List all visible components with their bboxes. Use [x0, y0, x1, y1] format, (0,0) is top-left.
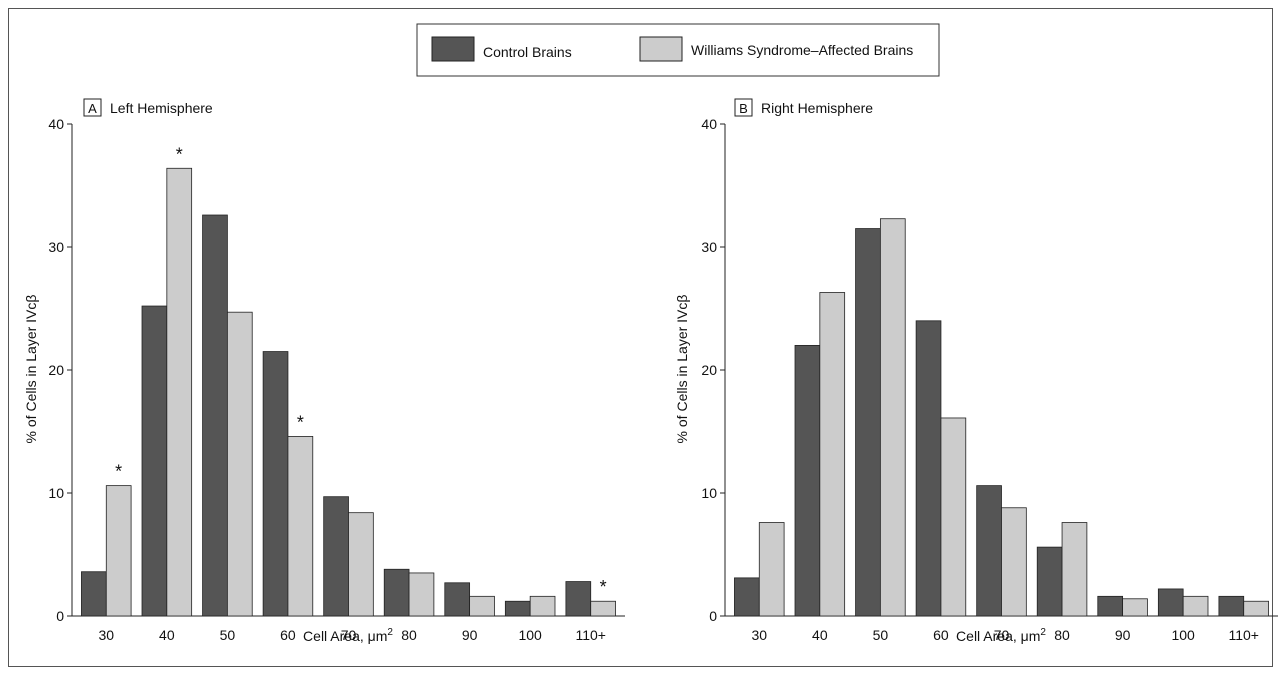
bar-williams-110+ [1243, 600, 1269, 617]
y-tick-label: 30 [48, 239, 64, 255]
x-tick-label: 30 [98, 627, 114, 643]
bar-control-100 [504, 600, 531, 617]
bar-williams-70 [348, 512, 374, 617]
significance-asterisk: * [297, 412, 304, 432]
bar-control-110+ [1218, 595, 1245, 617]
x-tick-label: 80 [401, 627, 417, 643]
significance-asterisk: * [600, 577, 607, 597]
bar-control-60 [262, 351, 289, 617]
panel-b-letter-box [734, 98, 753, 117]
y-tick-label: 10 [701, 485, 717, 501]
x-tick-label: 110+ [575, 627, 606, 643]
y-tick-label: 0 [709, 608, 717, 624]
panel-b-xlabel: Cell Area, μm2 [956, 627, 1046, 644]
panel-a-xlabel: Cell Area, μm2 [303, 627, 393, 644]
y-tick-label: 20 [701, 362, 717, 378]
bar-control-40 [141, 305, 168, 617]
bar-williams-50 [226, 311, 253, 617]
legend-label-williams: Williams Syndrome–Affected Brains [691, 42, 913, 58]
bar-control-30 [81, 571, 107, 617]
bar-control-70 [323, 496, 349, 617]
bar-control-110+ [565, 581, 592, 617]
significance-asterisk: * [176, 144, 183, 164]
panel-b-letter: B [739, 101, 748, 116]
panel-a-plot-area: 0 10 20 30 40 30 40 50 60 70 80 90 100 110+ * * * * [48, 116, 625, 643]
y-tick-label: 0 [56, 608, 64, 624]
bar-williams-60 [287, 436, 314, 617]
x-tick-label: 70 [341, 627, 357, 643]
bar-williams-60 [940, 417, 967, 617]
bar-control-60 [915, 320, 942, 617]
bar-control-80 [1036, 546, 1063, 617]
bar-control-90 [1097, 595, 1124, 617]
panel-b-title: Right Hemisphere [761, 100, 873, 116]
panel-b-plot-area: 0 10 20 30 40 30 40 50 60 70 80 90 100 110+ [701, 116, 1278, 643]
y-tick-label: 40 [48, 116, 64, 132]
x-tick-label: 40 [812, 627, 828, 643]
x-tick-label: 100 [518, 627, 542, 643]
panel-b-ylabel: % of Cells in Layer IVcβ [674, 295, 690, 444]
y-tick-label: 20 [48, 362, 64, 378]
bar-williams-90 [469, 595, 495, 617]
bar-williams-100 [529, 595, 556, 617]
bar-control-80 [383, 568, 410, 617]
x-tick-label: 50 [220, 627, 236, 643]
bar-control-50 [202, 214, 228, 617]
bar-williams-80 [408, 572, 435, 617]
bar-williams-40 [166, 167, 193, 617]
x-tick-label: 60 [280, 627, 296, 643]
bar-control-70 [976, 485, 1002, 617]
significance-asterisk: * [115, 462, 122, 482]
bar-control-30 [734, 577, 760, 617]
panel-a-letter-box [83, 98, 102, 117]
panel-a-ylabel: % of Cells in Layer IVcβ [23, 295, 39, 444]
bar-control-100 [1157, 588, 1184, 617]
y-tick-label: 10 [48, 485, 64, 501]
legend-label-control: Control Brains [483, 44, 572, 60]
x-tick-label: 100 [1171, 627, 1195, 643]
panel-a-letter: A [88, 101, 97, 116]
bar-williams-90 [1122, 598, 1148, 617]
panel-left-hemisphere: A Left Hemisphere % of Cells in Layer IV… [23, 98, 625, 644]
bar-williams-30 [105, 485, 132, 617]
bar-control-50 [855, 228, 881, 617]
bar-williams-30 [758, 522, 785, 617]
bar-williams-100 [1182, 595, 1209, 617]
x-tick-label: 90 [462, 627, 478, 643]
x-tick-label: 50 [873, 627, 889, 643]
y-tick-label: 40 [701, 116, 717, 132]
bar-williams-110+ [590, 600, 616, 617]
bar-control-40 [794, 344, 821, 617]
x-tick-label: 40 [159, 627, 175, 643]
x-tick-label: 90 [1115, 627, 1131, 643]
bar-williams-80 [1061, 522, 1088, 617]
legend-swatch-control [431, 36, 475, 62]
bar-williams-70 [1001, 507, 1027, 617]
panel-right-hemisphere: B Right Hemisphere % of Cells in Layer I… [674, 98, 1278, 644]
x-tick-label: 30 [751, 627, 767, 643]
x-tick-label: 80 [1054, 627, 1070, 643]
bar-williams-50 [879, 218, 906, 617]
bar-williams-40 [819, 292, 846, 617]
x-tick-label: 70 [994, 627, 1010, 643]
x-tick-label: 110+ [1228, 627, 1259, 643]
y-tick-label: 30 [701, 239, 717, 255]
legend: Control Brains Williams Syndrome–Affecte… [416, 23, 940, 77]
bar-control-90 [444, 582, 471, 617]
legend-swatch-williams [639, 36, 683, 62]
x-tick-label: 60 [933, 627, 949, 643]
panel-a-title: Left Hemisphere [110, 100, 213, 116]
